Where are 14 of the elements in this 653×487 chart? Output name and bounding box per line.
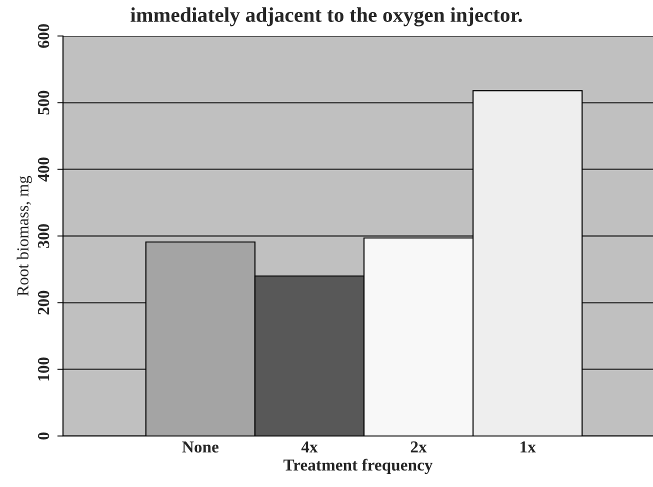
y-tick-label: 100	[38, 357, 50, 380]
y-axis-title: Root biomass, mg	[16, 176, 32, 296]
y-tick-label: 600	[38, 24, 50, 48]
y-tick-label: 500	[38, 90, 50, 114]
x-tick-label: 4x	[301, 441, 318, 452]
y-tick-label: 200	[38, 290, 50, 314]
y-tick-label: 300	[38, 224, 50, 248]
x-tick-label: None	[182, 442, 218, 453]
y-tick-label: 0	[38, 432, 50, 440]
x-tick-label: 1x	[520, 441, 536, 452]
x-tick-label: 2x	[410, 441, 427, 452]
y-tick-label: 400	[38, 157, 50, 182]
chart-title: immediately adjacent to the oxygen injector.	[130, 7, 522, 26]
x-axis-title: Treatment frequency	[283, 458, 433, 474]
